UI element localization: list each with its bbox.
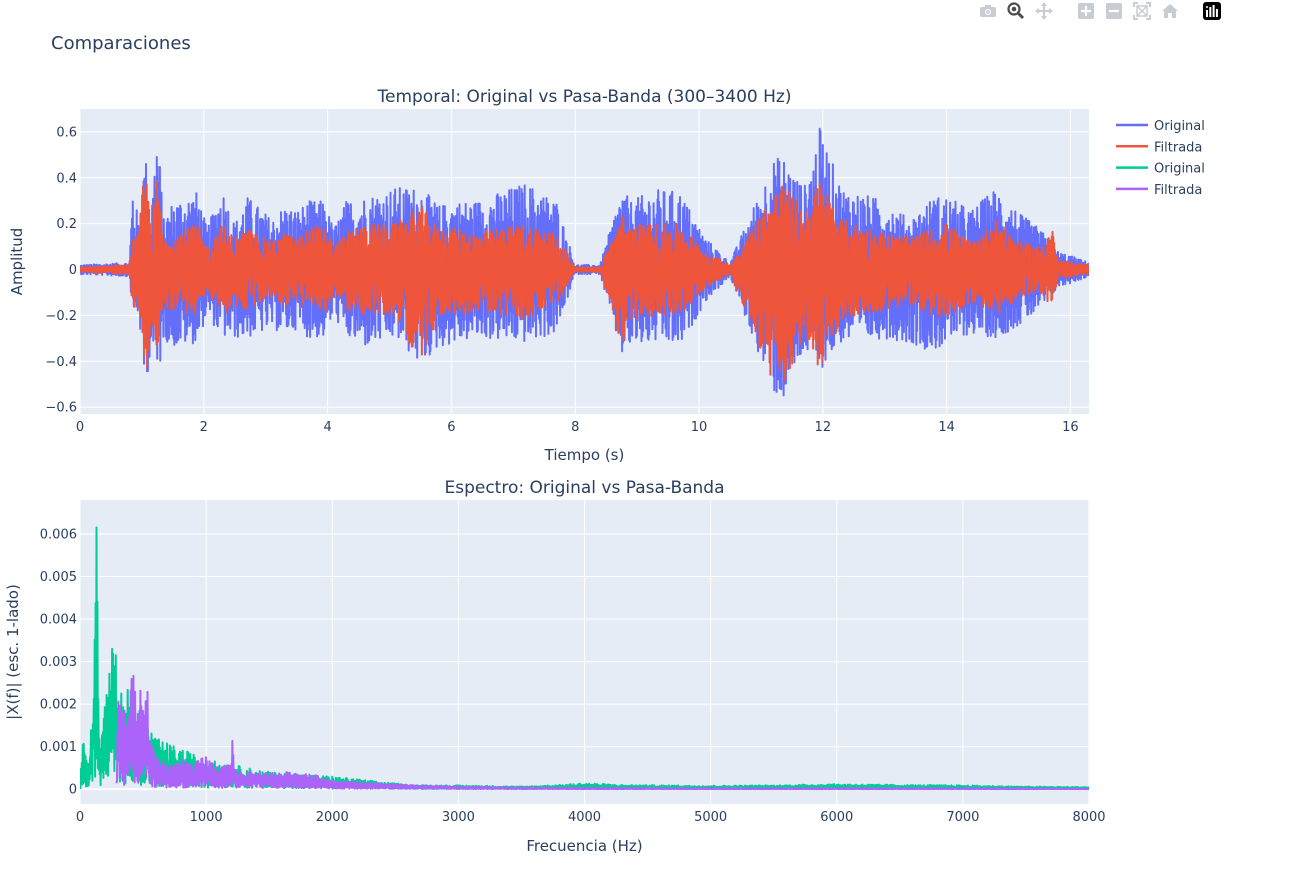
x-tick-label: 12 — [815, 420, 832, 435]
legend-item[interactable]: Filtrada — [1116, 140, 1202, 155]
x-tick-label: 3000 — [442, 810, 475, 825]
modebar — [977, 0, 1223, 22]
y-tick-label: 0 — [69, 783, 77, 798]
x-axis-label: Frecuencia (Hz) — [526, 837, 642, 855]
y-tick-label: 0.6 — [56, 125, 77, 140]
y-tick-label: 0.4 — [56, 171, 77, 186]
legend-item[interactable]: Filtrada — [1116, 183, 1202, 198]
y-tick-label: −0.4 — [45, 355, 77, 370]
x-tick-label: 0 — [76, 420, 84, 435]
y-axis-label: |X(f)| (esc. 1-lado) — [4, 584, 22, 720]
y-axis-label: Amplitud — [8, 228, 26, 296]
reset-axes-icon[interactable] — [1159, 0, 1181, 22]
legend-item[interactable]: Original — [1116, 119, 1205, 134]
x-tick-label: 4000 — [568, 810, 601, 825]
y-tick-label: −0.2 — [45, 309, 77, 324]
series-group — [80, 526, 1089, 791]
camera-icon[interactable] — [977, 0, 999, 22]
y-tick-label: 0.003 — [40, 655, 77, 670]
autoscale-icon[interactable] — [1131, 0, 1153, 22]
x-tick-label: 16 — [1062, 420, 1079, 435]
legend-label: Original — [1154, 119, 1205, 134]
subplot-2: 0 1000 2000 3000 4000 5000 6000 7000 8000 0 0.001 0… — [4, 478, 1106, 855]
zoom-out-icon[interactable] — [1103, 0, 1125, 22]
legend-item[interactable]: Original — [1116, 162, 1205, 177]
plotly-logo-icon[interactable] — [1201, 0, 1223, 22]
y-tick-label: 0.004 — [40, 613, 77, 628]
series-group — [80, 127, 1089, 397]
x-tick-label: 0 — [76, 810, 84, 825]
x-tick-label: 6 — [447, 420, 455, 435]
y-tick-label: 0.006 — [40, 528, 77, 543]
subplot-title: Espectro: Original vs Pasa-Banda — [444, 478, 724, 498]
x-tick-label: 1000 — [190, 810, 223, 825]
series-line-filtrada[interactable] — [115, 674, 1089, 791]
zoom-in-icon[interactable] — [1075, 0, 1097, 22]
legend: Original Filtrada Original Filtrada — [1116, 119, 1205, 198]
y-tick-label: 0.2 — [56, 217, 77, 232]
x-tick-label: 10 — [691, 420, 708, 435]
x-tick-label: 7000 — [946, 810, 979, 825]
figure-title: Comparaciones — [51, 33, 191, 54]
legend-label: Original — [1154, 162, 1205, 177]
y-tick-label: 0 — [69, 263, 77, 278]
legend-label: Filtrada — [1154, 140, 1202, 155]
subplot-1: 0 2 4 6 8 10 12 14 16 −0.6 −0.4 −0.2 0 0.2 0.4 0.6 Tempo… — [8, 87, 1089, 464]
y-tick-label: 0.002 — [40, 698, 77, 713]
legend-label: Filtrada — [1154, 183, 1202, 198]
x-tick-label: 8000 — [1072, 810, 1105, 825]
x-axis-label: Tiempo (s) — [544, 446, 625, 464]
x-tick-label: 2 — [200, 420, 208, 435]
pan-icon[interactable] — [1033, 0, 1055, 22]
series-line-filtrada[interactable] — [80, 180, 1089, 381]
y-tick-label: 0.005 — [40, 570, 77, 585]
x-tick-label: 2000 — [316, 810, 349, 825]
x-tick-label: 5000 — [694, 810, 727, 825]
zoom-icon[interactable] — [1005, 0, 1027, 22]
x-tick-label: 6000 — [820, 810, 853, 825]
x-tick-label: 4 — [323, 420, 331, 435]
y-tick-label: 0.001 — [40, 740, 77, 755]
x-tick-label: 8 — [571, 420, 579, 435]
y-tick-label: −0.6 — [45, 401, 77, 416]
x-tick-label: 14 — [938, 420, 955, 435]
subplot-title: Temporal: Original vs Pasa-Banda (300–34… — [377, 87, 792, 107]
